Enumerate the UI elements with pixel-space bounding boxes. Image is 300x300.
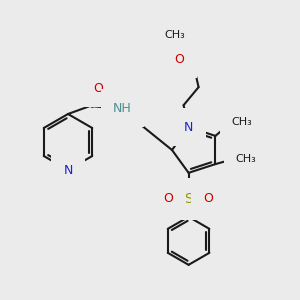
Text: N: N bbox=[63, 164, 73, 176]
Text: O: O bbox=[164, 192, 173, 205]
Text: CH₃: CH₃ bbox=[164, 30, 185, 40]
Text: CH₃: CH₃ bbox=[236, 154, 256, 164]
Text: NH: NH bbox=[113, 101, 132, 115]
Text: O: O bbox=[204, 192, 214, 205]
Text: S: S bbox=[184, 192, 193, 206]
Text: N: N bbox=[184, 121, 193, 134]
Text: CH₃: CH₃ bbox=[231, 117, 252, 127]
Text: O: O bbox=[175, 53, 184, 66]
Text: O: O bbox=[93, 82, 103, 94]
